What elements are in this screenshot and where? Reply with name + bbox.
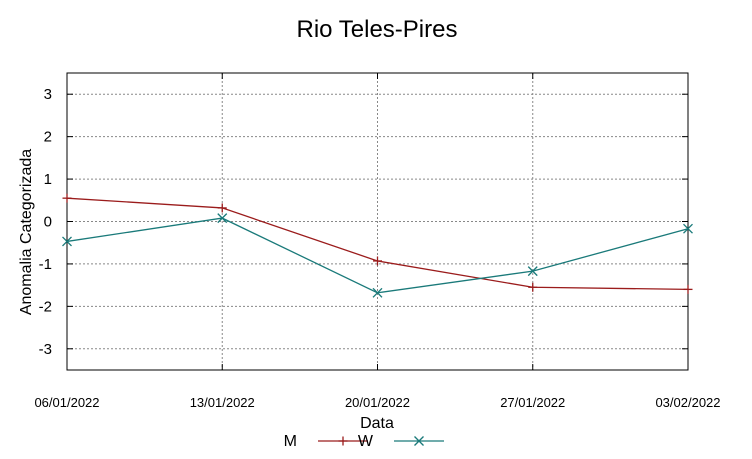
series-w-point [217, 213, 228, 224]
x-tick-label: 03/02/2022 [655, 395, 720, 410]
y-tick-label: 0 [44, 214, 52, 231]
x-tick-label: 27/01/2022 [500, 395, 565, 410]
y-tick-label: 2 [44, 129, 52, 146]
series-m-point [62, 193, 72, 203]
legend-marker-w [414, 436, 424, 446]
legend-marker-m [338, 436, 348, 446]
y-tick-label: -3 [39, 341, 52, 358]
x-tick-label: 20/01/2022 [345, 395, 410, 410]
y-tick-label: 1 [44, 171, 52, 188]
series-w-point [683, 223, 693, 234]
y-tick-label: 3 [44, 86, 52, 103]
series-m-point [217, 203, 227, 213]
legend-label-w: W [358, 433, 374, 450]
series-w-point [372, 287, 383, 298]
series-m-line [66, 197, 689, 291]
y-tick-label: -1 [39, 256, 52, 273]
x-tick-label: 13/01/2022 [190, 395, 255, 410]
series-m-point [373, 256, 382, 266]
series-w-point [62, 236, 72, 247]
series-m-point [683, 284, 693, 294]
y-axis: 3 2 1 0 -1 -2 -3 [39, 86, 688, 358]
series-w-point [527, 266, 538, 277]
x-axis: 06/01/2022 13/01/2022 20/01/2022 27/01/2022… [34, 73, 721, 410]
y-tick-label: -2 [39, 298, 52, 315]
legend-label-m: M [284, 433, 297, 450]
series-group [62, 193, 693, 298]
y-axis-label: Anomalia Categorizada [18, 149, 35, 315]
x-axis-label: Data [360, 415, 394, 432]
grid [67, 73, 688, 370]
x-tick-label: 06/01/2022 [34, 395, 99, 410]
series-m-point [528, 282, 538, 292]
chart-title: Rio Teles-Pires [297, 16, 458, 43]
